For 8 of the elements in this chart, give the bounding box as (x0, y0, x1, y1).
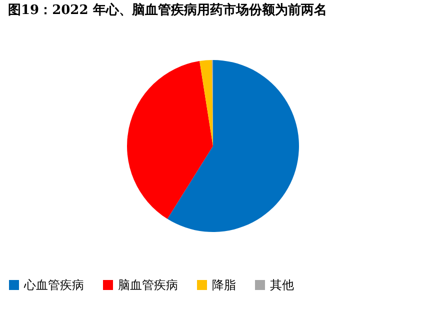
pie-slice (127, 61, 213, 219)
pie-slice (200, 60, 213, 146)
legend-label: 降脂 (212, 278, 236, 292)
legend-label: 其他 (270, 278, 294, 292)
legend-label: 心血管疾病 (23, 278, 84, 292)
pie-slice (167, 60, 299, 232)
chart-title: 图19：2022 年心、脑血管疾病用药市场份额为前两名 (8, 2, 327, 18)
legend-label: 脑血管疾病 (118, 278, 178, 292)
